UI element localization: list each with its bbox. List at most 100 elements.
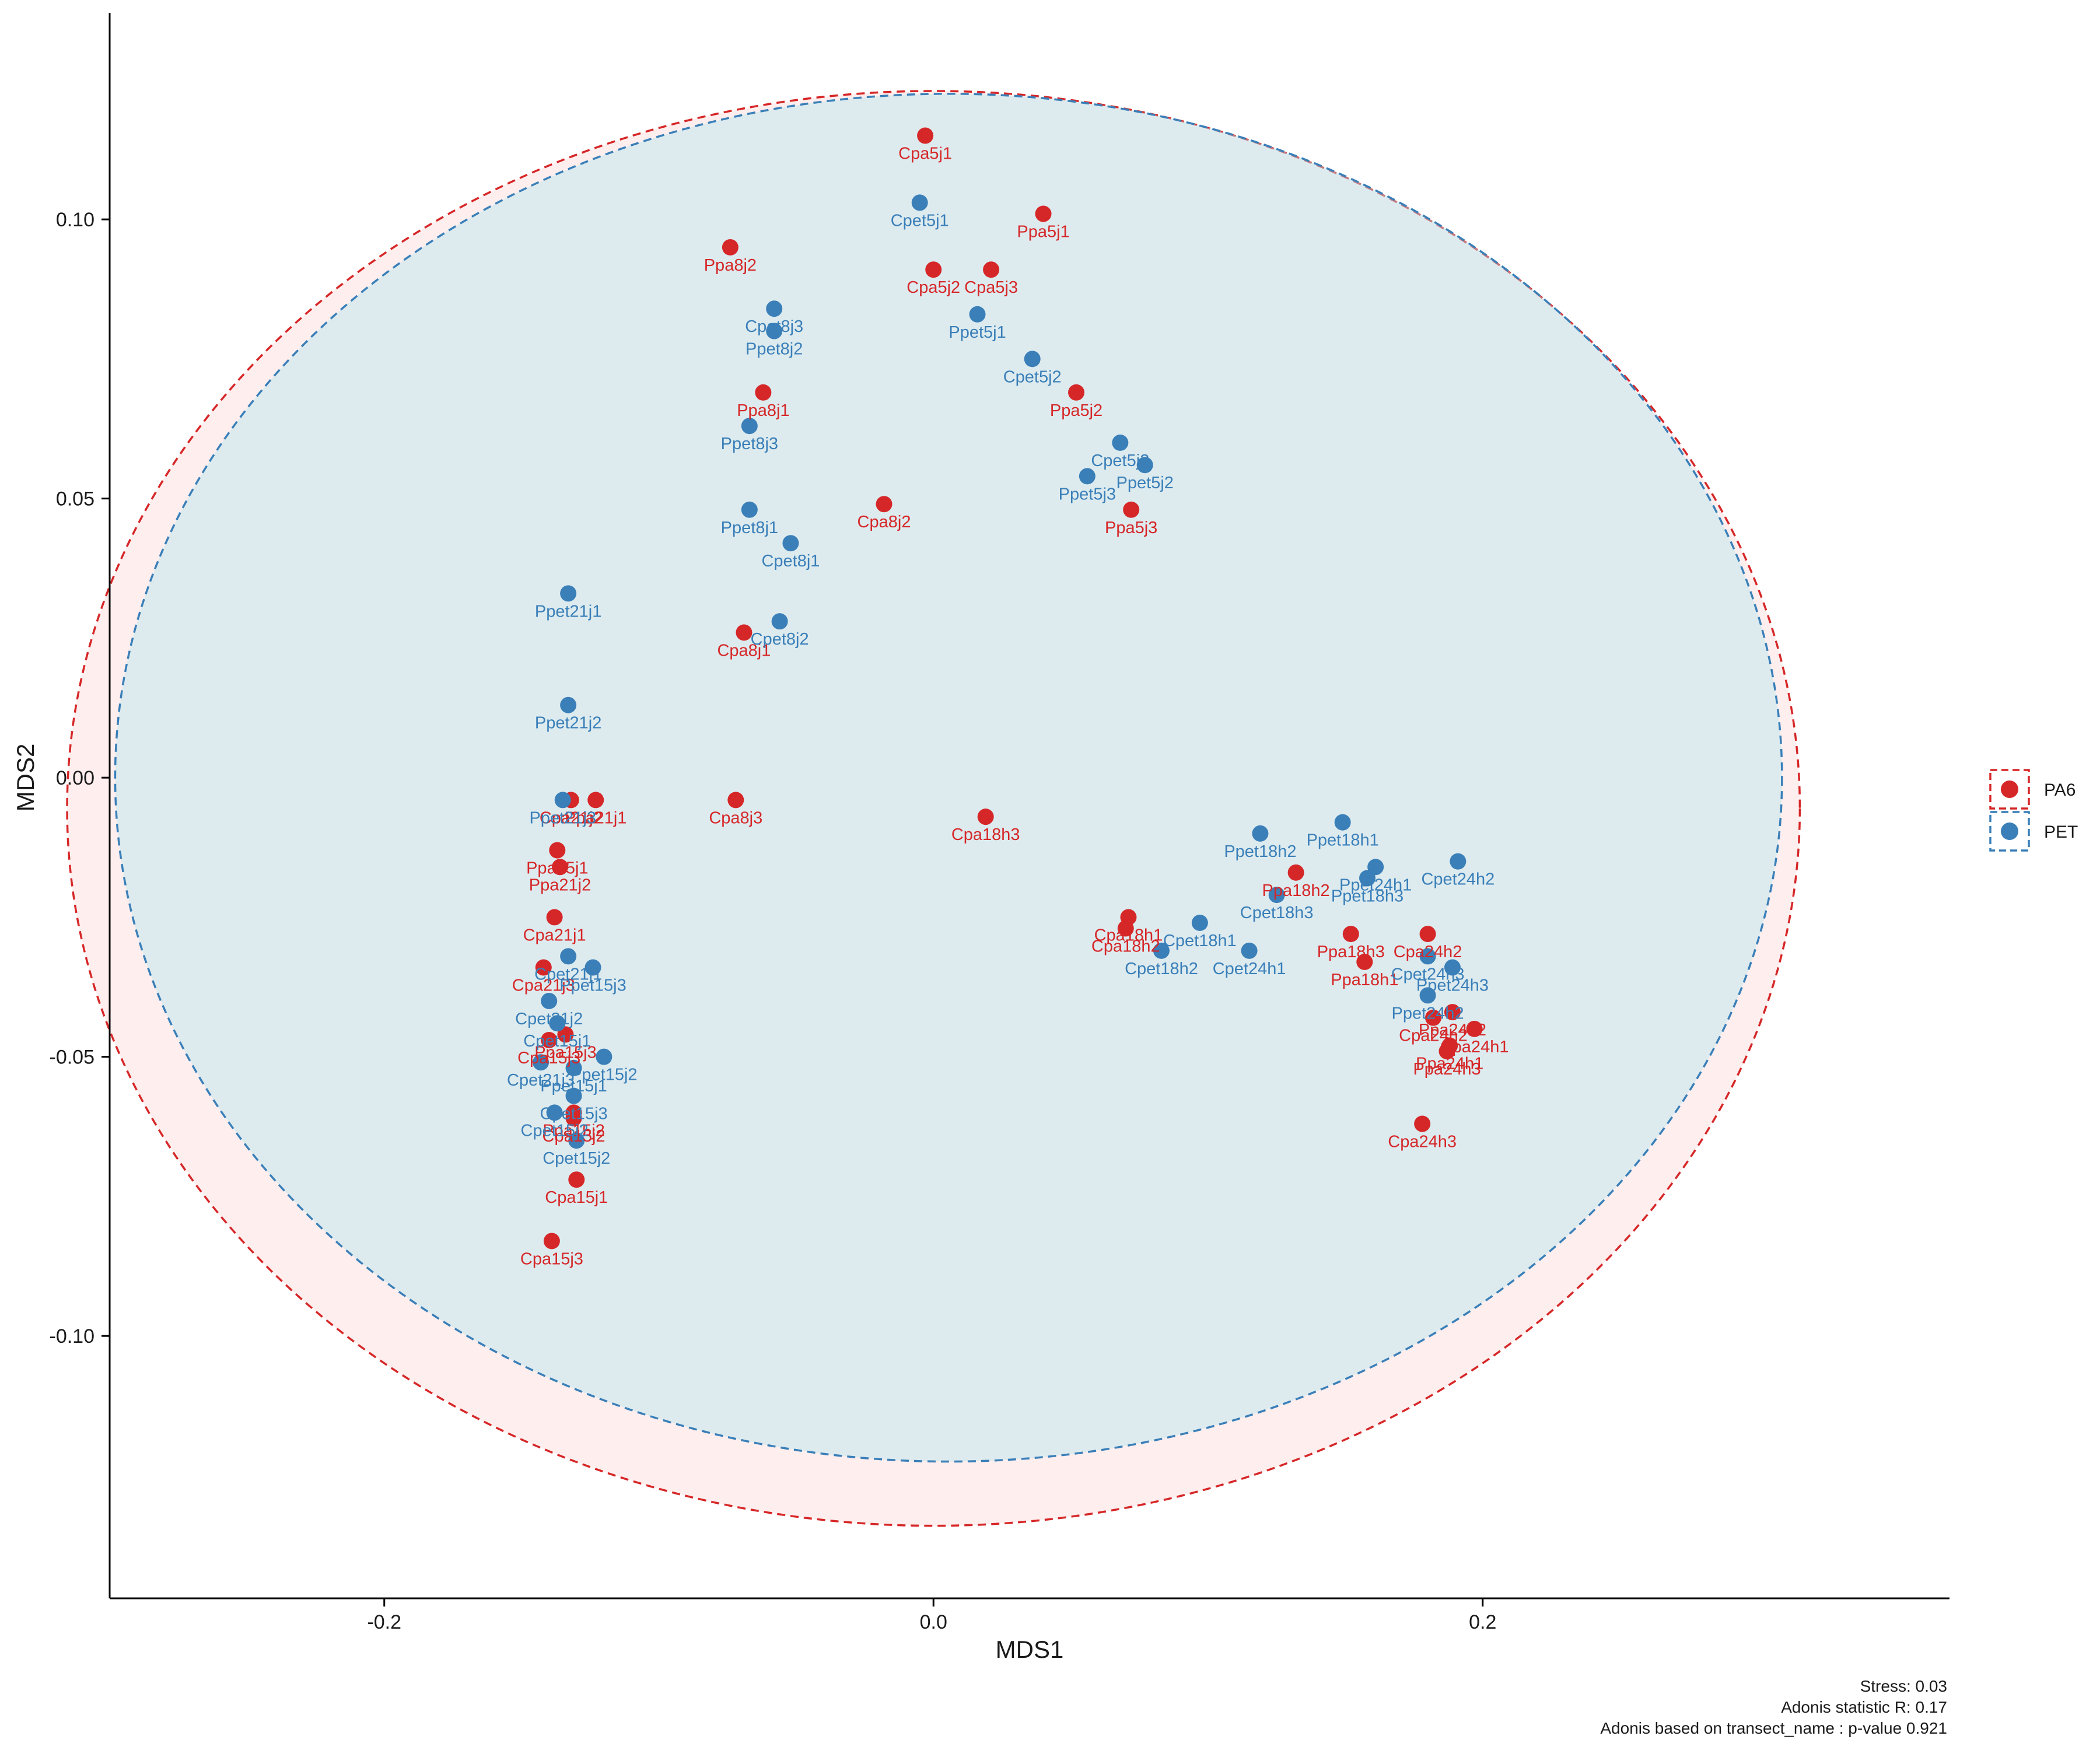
- data-point: [552, 859, 569, 876]
- y-tick-label: 0.00: [56, 767, 94, 789]
- axis-ticks: -0.2 0.0 0.2 0.10 0.05 0.00 -0.05 -0.10: [50, 209, 1497, 1633]
- point-label: Cpet18h2: [1125, 960, 1198, 978]
- point-label: Ppet21j2: [535, 714, 602, 733]
- point-label: Cpa8j3: [709, 808, 762, 827]
- point-label: Cpet24h1: [1213, 960, 1286, 978]
- data-point: [1334, 814, 1351, 831]
- point-label: Cpet24h3: [1391, 965, 1465, 984]
- point-label: Cpa5j3: [964, 278, 1018, 297]
- data-point: [1444, 959, 1461, 976]
- data-point: [1268, 887, 1285, 904]
- point-label: Ppa24h2: [1419, 1021, 1486, 1040]
- data-point: [736, 624, 752, 641]
- data-point: [1287, 864, 1304, 881]
- axes: [108, 13, 1950, 1600]
- y-axis-title: MDS2: [12, 744, 39, 812]
- point-label: Cpet8j2: [751, 630, 809, 649]
- data-point: [1419, 948, 1436, 965]
- pa6-ellipse: [66, 90, 1801, 1527]
- point-label: Ppa15j3: [534, 1043, 596, 1062]
- point-label: Cpet5j2: [1003, 368, 1062, 386]
- data-point: [557, 1026, 574, 1043]
- data-point: [1112, 434, 1129, 451]
- legend-label-pet: PET: [2044, 822, 2078, 842]
- point-label: Cpa21j2: [540, 808, 603, 827]
- data-point: [1191, 914, 1208, 931]
- point-label: Ppa8j2: [704, 256, 757, 275]
- data-point: [771, 613, 788, 630]
- data-point: [1414, 1115, 1431, 1132]
- point-label: Cpa18h2: [1091, 937, 1160, 956]
- data-point: [766, 323, 783, 340]
- data-point: [1450, 853, 1466, 870]
- data-point: [917, 127, 934, 144]
- point-label: Cpet8j3: [745, 317, 803, 336]
- point-label: Cpet5j3: [1091, 452, 1149, 470]
- data-point: [541, 992, 558, 1009]
- point-label: Ppa5j3: [1105, 519, 1157, 537]
- data-point: [565, 1110, 582, 1126]
- point-label: Cpa15j3: [517, 1049, 580, 1068]
- point-label: Ppa15j2: [542, 1121, 604, 1140]
- data-point: [1123, 501, 1140, 518]
- point-label: Cpet18h1: [1163, 932, 1237, 950]
- data-point: [565, 1059, 582, 1076]
- data-point: [596, 1048, 612, 1065]
- data-point: [587, 792, 604, 808]
- point-label: Ppet8j2: [746, 340, 803, 359]
- point-label: Ppa24h3: [1413, 1060, 1480, 1079]
- point-label: Ppet18h2: [1224, 842, 1296, 861]
- data-point: [1068, 384, 1085, 401]
- point-label: Cpet15j2: [521, 1121, 589, 1140]
- data-point: [1079, 468, 1096, 485]
- point-label: Ppa5j2: [1050, 401, 1102, 420]
- data-point: [1438, 1043, 1455, 1060]
- point-label: Ppa21j1: [565, 808, 626, 827]
- data-point: [1424, 1009, 1441, 1026]
- pet-ellipse: [114, 93, 1783, 1463]
- data-point: [727, 792, 744, 808]
- data-point: [560, 696, 577, 713]
- data-point: [755, 384, 772, 401]
- data-point: [1035, 205, 1052, 222]
- data-point: [925, 261, 942, 278]
- data-point: [977, 808, 994, 825]
- point-label: Cpa15j1: [545, 1188, 608, 1207]
- point-label: Cpa21j3: [512, 977, 575, 995]
- stats-caption: Stress: 0.03 Adonis statistic R: 0.17 Adon…: [1600, 1677, 1947, 1737]
- data-point: [1024, 351, 1041, 368]
- point-label: Cpet21j2: [515, 1010, 583, 1028]
- point-label: Cpet15j1: [523, 1032, 591, 1051]
- data-point: [549, 1015, 566, 1032]
- point-label: Cpa8j1: [717, 641, 771, 660]
- point-label: Cpa5j1: [898, 145, 952, 163]
- point-label: Ppet8j1: [721, 519, 778, 537]
- data-point: [1252, 825, 1269, 842]
- point-label: Ppet18h3: [1331, 887, 1404, 905]
- point-label: Ppa21j2: [529, 876, 591, 894]
- legend-marker-pet: [2001, 822, 2018, 840]
- data-point: [1356, 953, 1373, 970]
- point-label: Cpa15j3: [520, 1250, 583, 1268]
- point-label: Cpet15j2: [542, 1149, 610, 1168]
- x-tick-label: -0.2: [367, 1611, 401, 1633]
- point-label: Cpa24h2: [1394, 943, 1462, 961]
- point-label: Ppet5j2: [1116, 474, 1174, 492]
- point-label: Ppet24h3: [1416, 977, 1489, 995]
- legend: PA6 PET: [1989, 769, 2078, 852]
- x-tick-label: 0.2: [1469, 1611, 1496, 1633]
- data-point: [546, 909, 563, 926]
- point-label: Ppa15j1: [526, 859, 588, 878]
- point-label: Cpet5j1: [891, 211, 949, 230]
- data-point: [1367, 859, 1384, 876]
- point-label: Cpa18h3: [951, 825, 1020, 844]
- y-tick-label: 0.05: [56, 488, 94, 510]
- data-point: [1136, 457, 1153, 474]
- data-point: [876, 496, 892, 513]
- point-label: Cpet24h2: [1421, 870, 1494, 889]
- data-point: [560, 585, 577, 602]
- point-label: Ppet21j1: [535, 602, 602, 621]
- data-point: [1342, 926, 1359, 943]
- point-label: Cpet21j1: [534, 965, 602, 984]
- point-label: Cpet21j3: [507, 1071, 575, 1090]
